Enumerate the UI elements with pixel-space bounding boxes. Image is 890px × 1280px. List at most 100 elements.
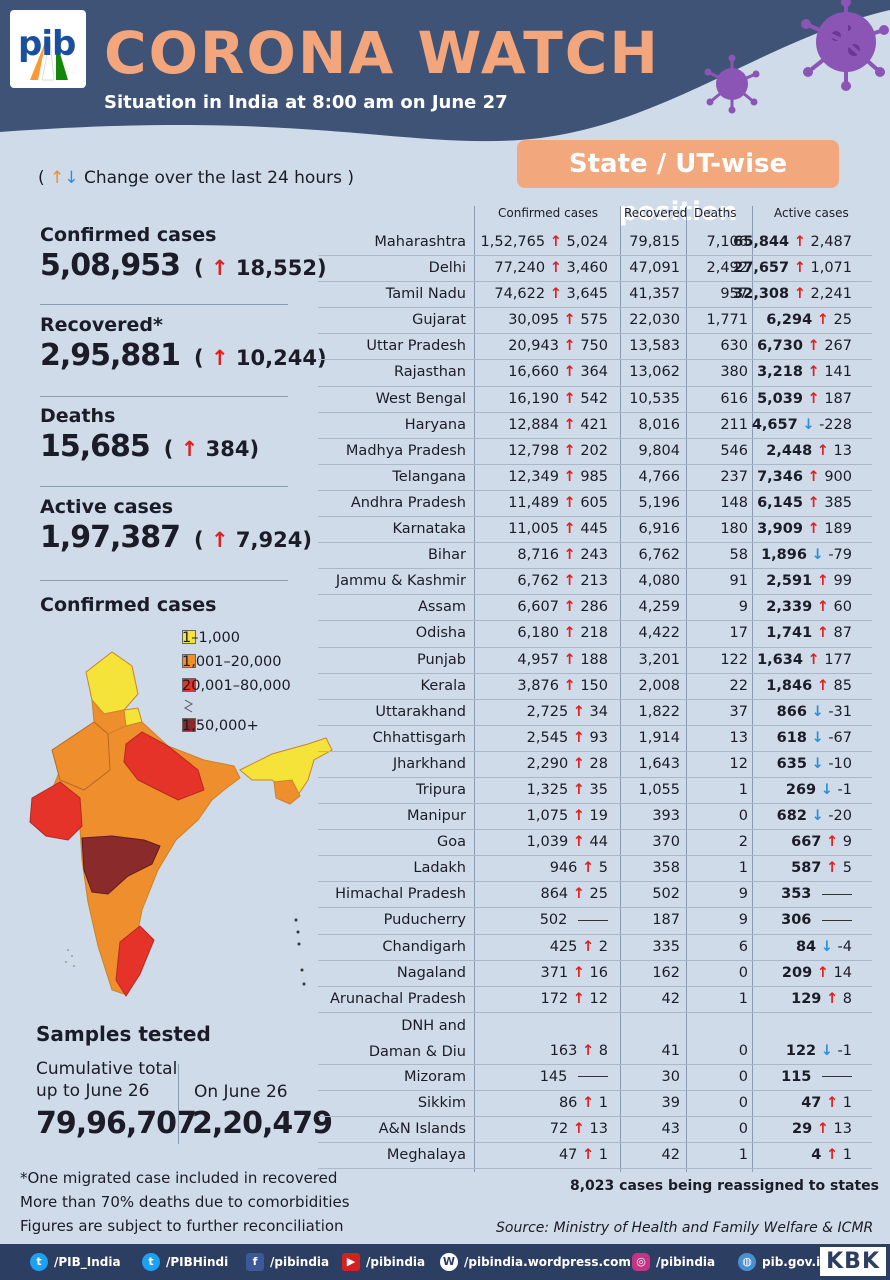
confirmed-value: 74,622 xyxy=(494,286,546,303)
social-link-youtube[interactable]: ▶ /pibindia xyxy=(342,1253,425,1271)
deaths-cell: 1 xyxy=(738,860,748,877)
table-row: Sikkim 86 ↑ 1 39 0 47 ↑ 1 xyxy=(318,1091,872,1117)
state-name: Andhra Pradesh xyxy=(350,494,466,511)
up-arrow-icon: ↑ xyxy=(572,964,585,981)
table-body: Maharashtra 1,52,765 ↑ 5,024 79,815 7,106 65… xyxy=(318,230,872,1170)
confirmed-cell: 946 ↑ 5 xyxy=(550,860,608,876)
recovered-cell: 10,535 xyxy=(629,390,680,407)
table-row: Bihar 8,716 ↑ 243 6,762 58 1,896 ↓ -79 xyxy=(318,543,872,570)
summary-change: 7,924 xyxy=(235,528,303,552)
up-arrow-icon: ↑ xyxy=(572,755,585,772)
table-row: Goa 1,039 ↑ 44 370 2 667 ↑ 9 xyxy=(318,830,872,857)
recovered-cell: 41 xyxy=(661,1042,680,1059)
recovered-cell: 2,008 xyxy=(638,677,680,694)
change-value: 189 xyxy=(824,521,852,538)
up-arrow-icon: ↑ xyxy=(826,1147,839,1164)
deaths-cell: 211 xyxy=(720,416,748,433)
recovered-cell: 42 xyxy=(661,990,680,1007)
state-name: Madhya Pradesh xyxy=(345,442,466,459)
map-legend: 1–1,000 1,001–20,000 20,001–80,000 1,50,… xyxy=(182,626,291,738)
active-value: 122 xyxy=(785,1042,817,1059)
social-link-facebook[interactable]: f/pibindia xyxy=(246,1253,329,1271)
state-name: Chhattisgarh xyxy=(372,729,466,746)
deaths-cell: 58 xyxy=(729,547,748,564)
legend-swatch xyxy=(182,654,196,668)
up-arrow-icon: ↑ xyxy=(572,781,585,798)
change-value: 60 xyxy=(833,599,852,616)
up-arrow-icon: ↑ xyxy=(816,677,829,694)
confirmed-value: 2,545 xyxy=(526,729,569,746)
reassign-note: 8,023 cases being reassigned to states xyxy=(570,1178,879,1194)
recovered-cell: 22,030 xyxy=(629,312,680,329)
recovered-cell: 393 xyxy=(652,808,680,825)
active-value: 2,591 xyxy=(766,573,813,590)
table-row: Tamil Nadu 74,622 ↑ 3,645 41,357 957 32,308 … xyxy=(318,282,872,309)
confirmed-cell: 11,005 ↑ 445 xyxy=(508,521,608,537)
active-cell: 2,448 ↑ 13 xyxy=(766,443,852,459)
table-row: DNH and Daman & Diu 163 ↑ 8 41 0 122 ↓ -1 xyxy=(318,1013,872,1065)
confirmed-cell: 1,52,765 ↑ 5,024 xyxy=(481,234,608,250)
confirmed-cell: 1,325 ↑ 35 xyxy=(527,782,608,798)
social-link-twitter[interactable]: t/PIB_India xyxy=(30,1253,121,1271)
deaths-cell: 237 xyxy=(720,468,748,485)
deaths-cell: 0 xyxy=(738,964,748,981)
recovered-cell: 4,422 xyxy=(638,625,680,642)
table-row: Madhya Pradesh 12,798 ↑ 202 9,804 546 2,448 … xyxy=(318,439,872,465)
state-name: Bihar xyxy=(427,547,466,564)
social-link-instagram[interactable]: ◎ /pibindia xyxy=(632,1253,715,1271)
social-link-twitter-hindi[interactable]: t/PIBHindi xyxy=(142,1253,228,1271)
table-row: Punjab 4,957 ↑ 188 3,201 122 1,634 ↑ 177 xyxy=(318,648,872,674)
active-value: 866 xyxy=(776,703,807,720)
up-arrow-icon: ↑ xyxy=(563,599,576,616)
confirmed-value: 47 xyxy=(558,1147,578,1164)
table-row: Haryana 12,884 ↑ 421 8,016 211 4,657 ↓ -228 xyxy=(318,413,872,439)
up-arrow-icon: ↑ xyxy=(807,364,820,381)
legend-text: Change over the last 24 hours xyxy=(83,168,342,188)
change-value: -4 xyxy=(837,938,852,955)
recovered-cell: 4,766 xyxy=(638,468,680,485)
row-divider xyxy=(318,803,872,805)
up-arrow-icon: ↑ xyxy=(563,364,576,381)
confirmed-value: 425 xyxy=(549,938,578,955)
confirmed-value: 2,725 xyxy=(526,703,569,720)
active-cell: 6,730 ↑ 267 xyxy=(757,338,852,354)
confirmed-value: 371 xyxy=(540,964,569,981)
active-cell: 2,339 ↑ 60 xyxy=(766,599,852,615)
deaths-cell: 9 xyxy=(738,912,748,929)
active-value: 635 xyxy=(776,755,807,772)
up-arrow-icon: ↑ xyxy=(210,528,229,552)
recovered-cell: 162 xyxy=(652,964,680,981)
state-name: Goa xyxy=(437,834,466,851)
down-arrow-icon: ↓ xyxy=(820,938,833,955)
summary-recovered: Recovered* 2,95,881( ↑ 10,244) xyxy=(40,314,327,373)
change-value: 28 xyxy=(589,755,608,772)
change-value: 364 xyxy=(580,364,608,381)
map-title: Confirmed cases xyxy=(40,594,217,616)
map-legend-item: 1–1,000 xyxy=(182,626,240,650)
active-value: 129 xyxy=(791,990,822,1007)
table-row: Uttarakhand 2,725 ↑ 34 1,822 37 866 ↓ -31 xyxy=(318,700,872,726)
up-arrow-icon: ↑ xyxy=(826,834,839,851)
social-link-wordpress[interactable]: W/pibindia.wordpress.com xyxy=(440,1253,631,1271)
active-cell: 115 xyxy=(781,1069,852,1085)
confirmed-cell: 20,943 ↑ 750 xyxy=(508,338,608,354)
change-value: -67 xyxy=(828,729,852,746)
confirmed-value: 86 xyxy=(558,1094,578,1111)
up-arrow-icon: ↑ xyxy=(826,1094,839,1111)
active-value: 5,039 xyxy=(757,390,803,407)
active-value: 27,657 xyxy=(733,260,790,277)
up-arrow-icon: ↑ xyxy=(549,260,562,277)
social-link-website[interactable]: ◍ pib.gov.in xyxy=(738,1253,829,1271)
no-change-dash xyxy=(822,919,852,921)
row-divider xyxy=(318,594,872,596)
row-divider xyxy=(318,985,872,987)
confirmed-cell: 8,716 ↑ 243 xyxy=(517,547,608,563)
up-arrow-icon: ↑ xyxy=(210,346,229,370)
footnotes: *One migrated case included in recovered… xyxy=(20,1166,350,1238)
row-divider xyxy=(318,385,872,387)
down-arrow-icon: ↓ xyxy=(811,703,824,720)
change-value: 985 xyxy=(580,468,608,485)
virus-icon xyxy=(801,0,889,91)
change-value: 5 xyxy=(842,860,852,877)
row-divider xyxy=(318,620,872,622)
